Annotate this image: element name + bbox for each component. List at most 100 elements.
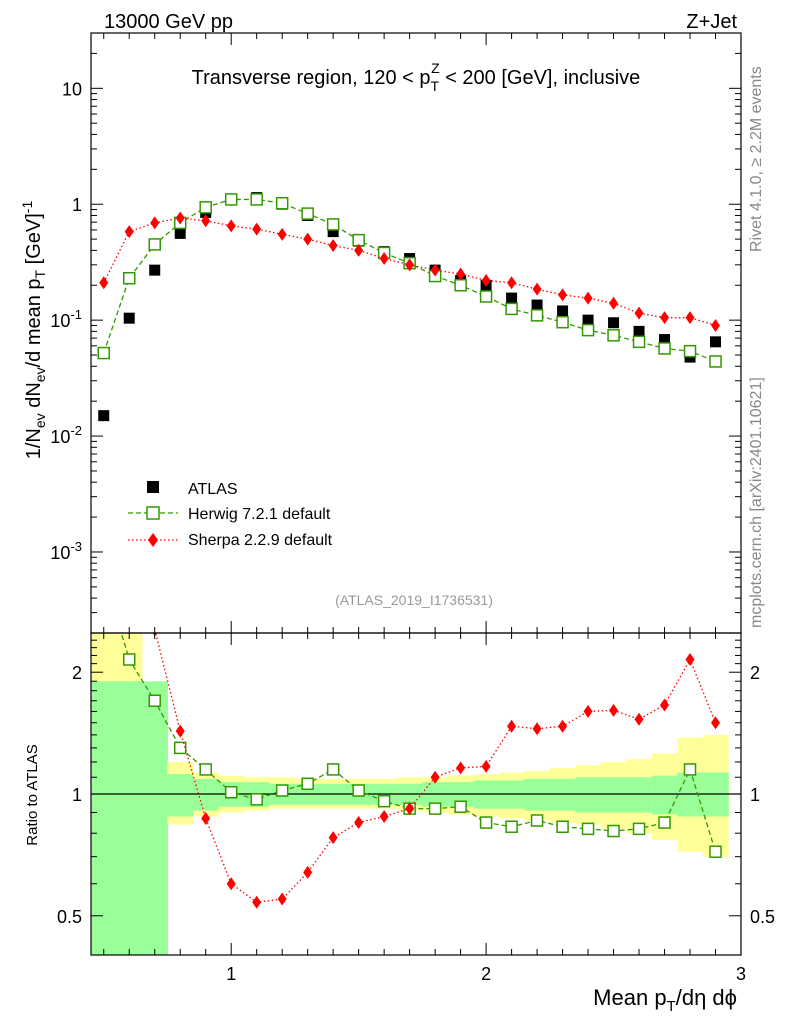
ratio-herwig-point — [173, 741, 187, 755]
main-herwig-point — [658, 342, 671, 355]
main-sherpa-point — [558, 288, 568, 302]
main-herwig-point — [301, 207, 314, 220]
ratio-sherpa-point — [685, 653, 695, 667]
main-sherpa-point — [507, 276, 517, 290]
ratio-sherpa-point — [558, 719, 568, 733]
main-sherpa-point — [481, 273, 491, 287]
ratio-herwig-point — [301, 777, 314, 791]
main-atlas-point — [608, 317, 620, 329]
main-atlas-point — [659, 334, 671, 346]
stat-band-bin — [600, 777, 627, 813]
main-sherpa-point — [99, 276, 109, 290]
main-herwig-line — [103, 198, 716, 363]
ratio-sherpa-point — [252, 895, 262, 909]
analysis-id: (ATLAS_2019_I1736531) — [335, 592, 493, 608]
axes: 1 2 3 10-3 10-2 10-1 1 10 0.5 0.5 1 1 2 2 — [50, 32, 775, 984]
main-herwig-point — [530, 309, 544, 322]
ratio-herwig-point — [505, 820, 518, 833]
ratio-herwig-point — [683, 763, 697, 776]
ratio-sherpa-point — [634, 712, 644, 726]
main-herwig-point — [275, 196, 289, 210]
ratio-y-tick-label: 0.5 — [57, 907, 82, 927]
ratio-y-tick-label: 2 — [72, 663, 82, 683]
ratio-herwig-point — [377, 794, 391, 808]
chart-title: Transverse region, 120 < pTZ < 200 [GeV]… — [192, 60, 641, 94]
main-sherpa-point — [532, 282, 542, 296]
ratio-herwig-point — [326, 763, 340, 776]
ratio-sherpa-point — [660, 698, 670, 712]
main-atlas-point — [174, 227, 186, 239]
main-herwig-point — [479, 290, 493, 303]
x-axis-label: Mean pT/dη dϕ — [593, 985, 737, 1015]
ratio-sherpa-point — [711, 716, 721, 730]
main-herwig-point — [122, 271, 136, 285]
y-tick-label: 10 — [62, 79, 82, 99]
ratio-herwig-point — [479, 816, 493, 829]
x-tick-label: 2 — [481, 964, 491, 984]
stat-band-bin — [116, 681, 143, 955]
ratio-herwig-point — [122, 653, 136, 666]
side-version-label: Rivet 4.1.0, ≥ 2.2M events — [748, 66, 765, 252]
stat-band-bin — [141, 681, 168, 955]
main-sherpa-point — [252, 222, 262, 236]
main-herwig-point — [581, 323, 595, 337]
header-process-label: Z+Jet — [686, 11, 737, 33]
stat-band-bin — [192, 778, 219, 811]
legend: ATLAS Herwig 7.2.1 default Sherpa 2.2.9 … — [128, 481, 333, 549]
stat-band-bin — [167, 774, 194, 817]
main-sherpa-point — [660, 311, 670, 325]
ratio-sherpa-point — [379, 809, 389, 823]
ratio-herwig-point — [709, 845, 722, 858]
main-atlas-point — [531, 299, 543, 311]
main-sherpa-point — [456, 267, 466, 281]
ratio-sherpa-point — [456, 761, 466, 775]
ratio-y-tick-label-right: 1 — [750, 785, 760, 805]
stat-band-bin — [575, 777, 602, 813]
main-herwig-point — [683, 344, 697, 358]
main-herwig-point — [199, 201, 212, 214]
main-sherpa-point — [711, 318, 721, 332]
main-sherpa-point — [175, 211, 185, 225]
ratio-sherpa-point — [277, 892, 287, 906]
main-sherpa-point — [430, 263, 440, 277]
legend-atlas-marker — [147, 481, 159, 493]
ratio-sherpa-point — [430, 770, 440, 784]
main-sherpa-point — [685, 311, 695, 325]
main-atlas-point — [557, 305, 569, 317]
main-atlas-point — [633, 325, 645, 337]
main-herwig-point — [607, 329, 620, 342]
ratio-herwig-point — [581, 822, 595, 836]
ratio-y-tick-label-right: 2 — [750, 663, 760, 683]
ratio-herwig-point — [275, 784, 289, 797]
ratio-sherpa-point — [201, 811, 211, 825]
ratio-herwig-point — [250, 793, 263, 806]
ratio-plot-area — [91, 633, 741, 955]
ratio-herwig-point — [454, 800, 467, 814]
ratio-sherpa-point — [226, 877, 236, 891]
main-herwig-point — [326, 218, 340, 231]
main-herwig-point — [505, 302, 518, 316]
side-site-label: mcplots.cern.ch [arXiv:2401.10621] — [748, 377, 765, 628]
stat-band-bin — [651, 775, 678, 815]
ratio-sherpa-point — [609, 703, 619, 717]
main-herwig-point — [454, 278, 467, 292]
ratio-herwig-point — [607, 824, 620, 838]
main-herwig-point — [148, 238, 161, 251]
x-tick-label: 1 — [226, 964, 236, 984]
ratio-herwig-point — [658, 816, 671, 829]
main-sherpa-point — [201, 214, 211, 228]
main-atlas-point — [327, 226, 339, 238]
main-sherpa-point — [379, 252, 389, 266]
stat-band-bin — [91, 681, 117, 955]
main-sherpa-point — [634, 306, 644, 320]
main-herwig-point — [224, 193, 238, 206]
main-atlas-point — [506, 292, 518, 304]
main-sherpa-point — [609, 296, 619, 310]
main-herwig-point — [632, 335, 646, 349]
main-herwig-point — [709, 355, 722, 368]
main-herwig-point — [250, 193, 263, 206]
main-sherpa-line — [103, 217, 716, 327]
ratio-herwig-point — [199, 763, 212, 776]
y-tick-label: 10-3 — [50, 539, 82, 563]
